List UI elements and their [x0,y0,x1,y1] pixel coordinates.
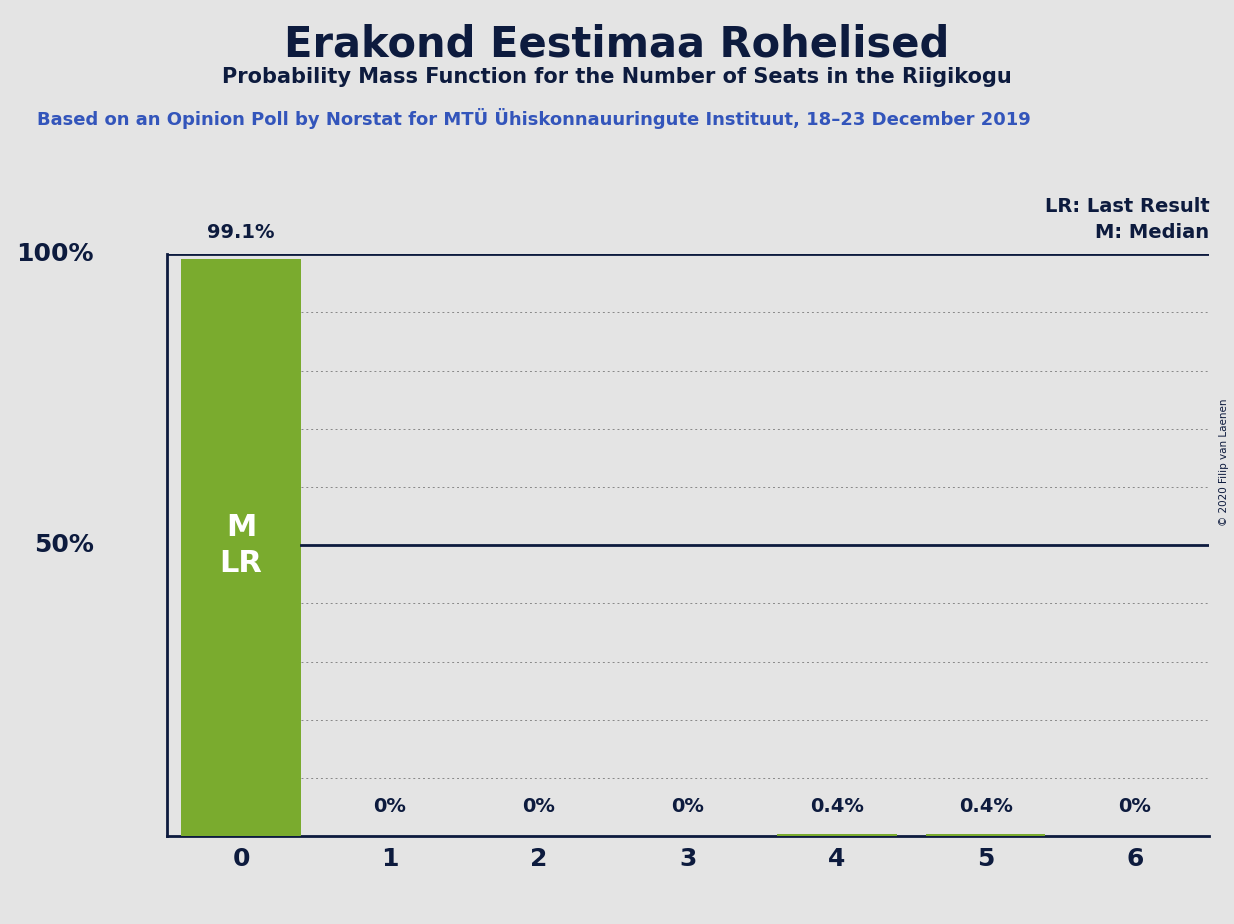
Bar [777,833,896,836]
Text: 0%: 0% [522,796,555,816]
Text: © 2020 Filip van Laenen: © 2020 Filip van Laenen [1219,398,1229,526]
Text: 0.4%: 0.4% [810,796,864,816]
Text: 50%: 50% [33,533,94,557]
Text: Probability Mass Function for the Number of Seats in the Riigikogu: Probability Mass Function for the Number… [222,67,1012,87]
Text: 0%: 0% [374,796,406,816]
Text: 0.4%: 0.4% [959,796,1013,816]
Text: 100%: 100% [16,242,94,266]
Text: LR: Last Result: LR: Last Result [1044,197,1209,216]
Text: Erakond Eestimaa Rohelised: Erakond Eestimaa Rohelised [284,23,950,65]
Bar [927,833,1045,836]
Text: M
LR: M LR [220,513,263,578]
Text: 0%: 0% [671,796,705,816]
Text: 99.1%: 99.1% [207,224,275,242]
Text: 0%: 0% [1118,796,1151,816]
Bar [181,260,301,836]
Text: Based on an Opinion Poll by Norstat for MTÜ Ühiskonnauuringute Instituut, 18–23 : Based on an Opinion Poll by Norstat for … [37,108,1030,129]
Text: M: Median: M: Median [1096,224,1209,242]
